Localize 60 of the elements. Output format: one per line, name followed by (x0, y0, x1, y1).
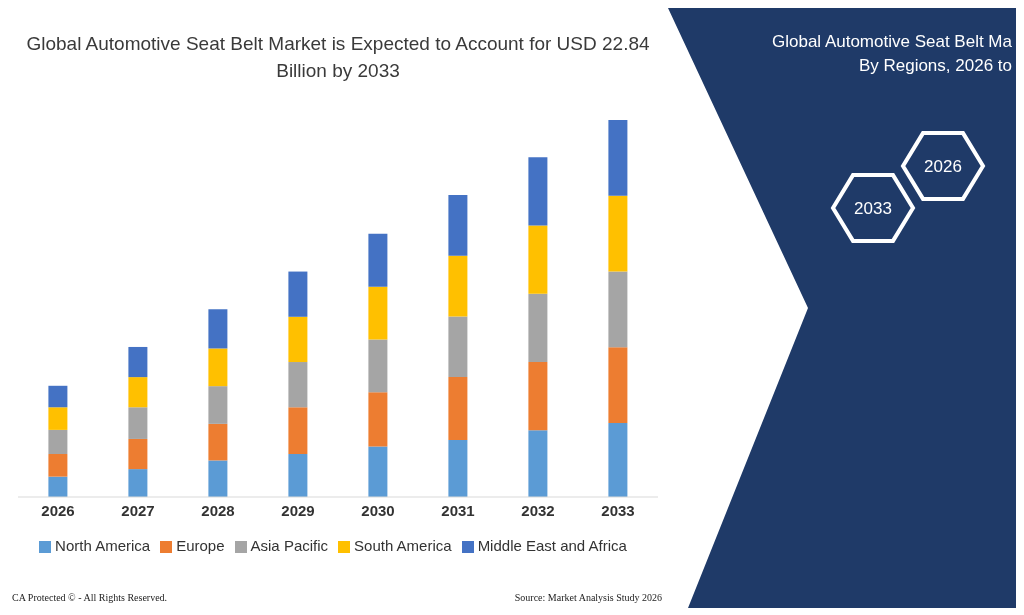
chart-title: Global Automotive Seat Belt Market is Expected to Account for USD 22.84 Billion by 2033 (25, 32, 651, 83)
legend-label: North America (55, 537, 151, 554)
bar (128, 377, 148, 408)
bar (208, 348, 228, 387)
bar (48, 429, 68, 455)
x-tick-label: 2026 (41, 501, 75, 519)
bar (288, 407, 308, 455)
bar (128, 438, 148, 470)
bar (288, 362, 308, 408)
bar (288, 316, 308, 363)
legend-label: Europe (176, 537, 225, 554)
bar (368, 233, 388, 287)
bar (448, 377, 468, 441)
bar (208, 423, 228, 461)
bar (288, 454, 308, 497)
text: By Regions, 2026 to (857, 55, 1012, 77)
bar (368, 339, 388, 393)
bar (48, 454, 68, 477)
bar (528, 157, 548, 226)
x-tick-label: 2027 (121, 501, 155, 519)
x-tick-label: 2032 (521, 501, 555, 519)
bar (608, 195, 628, 272)
text: 2033 (854, 199, 892, 218)
bar (128, 407, 148, 439)
bar (368, 392, 388, 447)
legend-label: Asia Pacific (250, 537, 329, 554)
legend-label: South America (354, 537, 452, 554)
bar (368, 446, 388, 497)
bar (608, 347, 628, 424)
bar (528, 293, 548, 363)
x-tick-label: 2031 (441, 501, 475, 519)
bar (528, 225, 548, 294)
bar (608, 423, 628, 497)
bar (48, 385, 68, 408)
text: Global Automotive Seat Belt Ma (771, 31, 1012, 53)
bar (608, 120, 628, 196)
bar (528, 430, 548, 497)
bar (208, 386, 228, 424)
text: 2026 (924, 157, 962, 176)
bar (448, 195, 468, 256)
bar (608, 271, 628, 348)
bar (208, 309, 228, 349)
text: CA Protected © - All Rights Reserved. (12, 592, 168, 603)
bar (528, 362, 548, 431)
bar (48, 407, 68, 430)
bar (128, 469, 148, 497)
bar (448, 316, 468, 378)
x-tick-label: 2028 (201, 501, 235, 519)
bar (368, 286, 388, 340)
x-tick-label: 2033 (601, 501, 635, 519)
bar (448, 255, 468, 317)
bar (128, 346, 148, 378)
x-tick-label: 2030 (361, 501, 395, 519)
source-note: Source: Market Analysis Study 2026 (514, 592, 662, 603)
bar (448, 440, 468, 497)
bar (208, 460, 228, 497)
x-tick-label: 2029 (281, 501, 315, 519)
bar (48, 476, 68, 497)
legend-label: Middle East and Africa (477, 537, 627, 554)
bar (288, 271, 308, 317)
